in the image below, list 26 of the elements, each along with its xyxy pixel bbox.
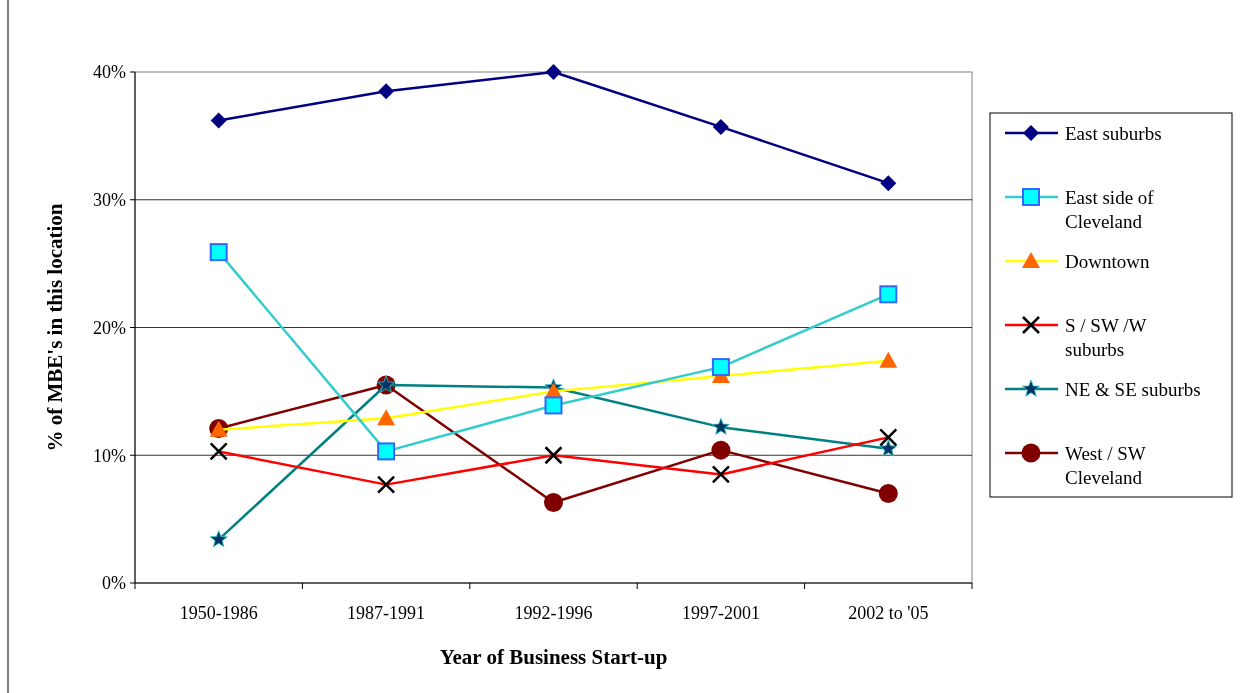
point <box>545 64 562 80</box>
y-axis-title: % of MBE's in this location <box>43 203 67 452</box>
point <box>880 175 897 192</box>
legend-label: Downtown <box>1065 250 1150 272</box>
x-axis-title: Year of Business Start-up <box>439 645 668 669</box>
point <box>712 118 729 135</box>
x-tick-label: 1997-2001 <box>681 603 760 623</box>
legend-label: NE & SE suburbs <box>1065 378 1201 400</box>
y-tick-label: 0% <box>102 573 126 594</box>
y-tick-label: 10% <box>93 445 126 466</box>
point <box>378 83 395 100</box>
legend-label: S / SW /W suburbs <box>1065 314 1147 361</box>
legend-label: West / SW Cleveland <box>1065 442 1146 489</box>
legend-label: East suburbs <box>1065 122 1162 144</box>
point <box>711 440 731 460</box>
point <box>210 112 227 129</box>
point <box>878 484 898 504</box>
y-tick-label: 20% <box>93 317 126 338</box>
x-tick-label: 1950-1986 <box>179 603 258 623</box>
x-tick-label: 1987-1991 <box>347 603 426 623</box>
legend-label: East side of Cleveland <box>1065 186 1155 233</box>
y-tick-label: 40% <box>93 62 126 83</box>
y-tick-label: 30% <box>93 190 126 211</box>
point <box>544 493 563 513</box>
x-tick-label: 2002 to '05 <box>848 603 929 623</box>
x-tick-label: 1992-1996 <box>514 603 593 623</box>
